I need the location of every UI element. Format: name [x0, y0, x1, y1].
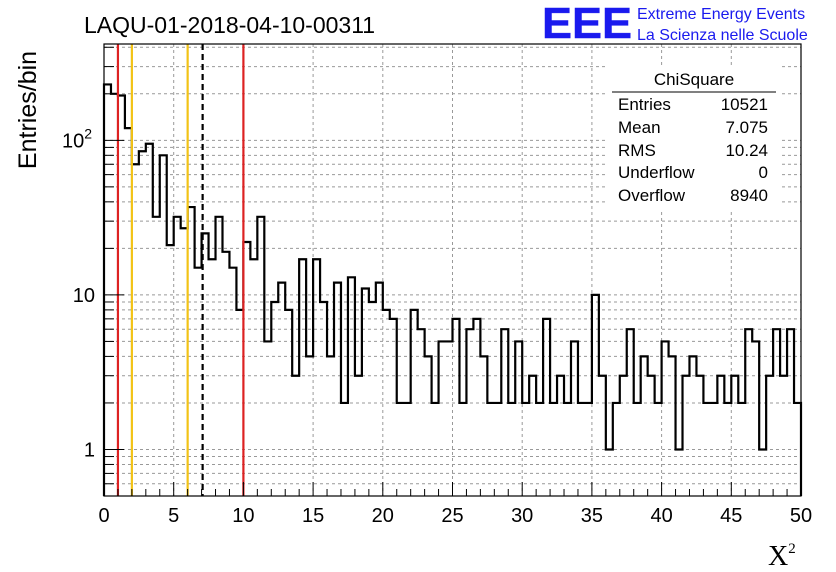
- y-tick-label-base: 10: [62, 130, 84, 152]
- x-axis-label-superscript: 2: [788, 541, 796, 557]
- chart-title: LAQU-01-2018-04-10-00311: [84, 12, 375, 38]
- x-tick-label: 10: [232, 505, 254, 527]
- x-axis-label-symbol: X: [768, 541, 788, 572]
- x-tick-label: 40: [650, 505, 672, 527]
- stats-label-underflow: Underflow: [618, 163, 695, 182]
- x-tick-label: 35: [581, 505, 603, 527]
- x-tick-label: 30: [511, 505, 533, 527]
- stats-value-mean: 7.075: [725, 118, 768, 137]
- y-tick-label: 102: [62, 125, 92, 152]
- x-tick-label: 20: [372, 505, 394, 527]
- x-tick-label: 15: [302, 505, 324, 527]
- logo-line-1: Extreme Energy Events: [637, 6, 805, 23]
- histogram-outline: [102, 83, 803, 496]
- x-tick-label: 45: [720, 505, 742, 527]
- y-tick-label: 10: [73, 285, 95, 307]
- eee-logo: EEE Extreme Energy Events La Scienza nel…: [542, 0, 808, 48]
- stats-label-overflow: Overflow: [618, 186, 686, 205]
- x-axis-tick-labels: 0 5 10 15 20 25 30 35 40 45 50: [98, 505, 812, 527]
- stats-box: ChiSquare Entries 10521 Mean 7.075 RMS 1…: [607, 66, 781, 212]
- logo-mark: EEE: [542, 0, 632, 48]
- stats-box-background: [607, 66, 781, 212]
- x-tick-label: 5: [168, 505, 179, 527]
- stats-value-rms: 10.24: [725, 141, 768, 160]
- stats-title: ChiSquare: [654, 70, 734, 89]
- stats-value-underflow: 0: [759, 163, 768, 182]
- reference-lines: [116, 44, 245, 496]
- histogram-bars: [102, 83, 803, 496]
- y-axis-label: Entries/bin: [14, 51, 42, 169]
- x-axis-label: X2: [768, 541, 796, 572]
- stats-value-overflow: 8940: [730, 186, 768, 205]
- stats-value-entries: 10521: [721, 95, 768, 114]
- axis-ticks: [103, 46, 802, 496]
- stats-label-rms: RMS: [618, 141, 656, 160]
- y-tick-label-exponent: 2: [84, 125, 92, 141]
- x-tick-label: 50: [790, 505, 812, 527]
- stats-label-entries: Entries: [618, 95, 671, 114]
- x-tick-label: 0: [98, 505, 109, 527]
- grid: [104, 44, 801, 496]
- x-tick-label: 25: [441, 505, 463, 527]
- y-tick-label: 1: [84, 439, 95, 461]
- stats-label-mean: Mean: [618, 118, 661, 137]
- logo-line-2: La Scienza nelle Scuole: [637, 27, 808, 44]
